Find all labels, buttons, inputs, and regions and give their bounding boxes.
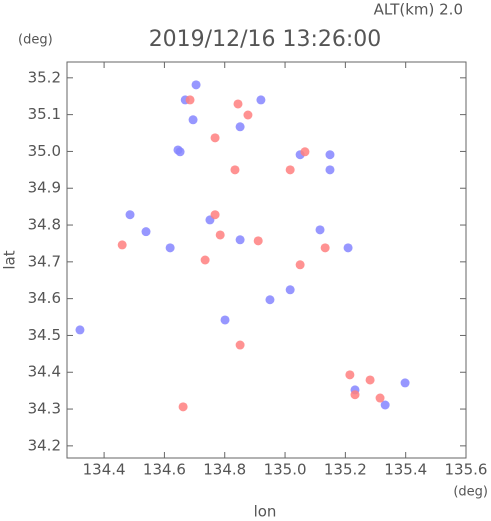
y-tick-label: 34.8 <box>28 216 61 234</box>
echo-point <box>343 243 353 253</box>
echo-point <box>125 210 135 220</box>
y-tick-label: 35.0 <box>28 142 61 160</box>
x-tick-label: 135.0 <box>264 461 307 479</box>
echo-point <box>185 95 195 105</box>
echo-point <box>345 370 355 380</box>
x-tick-label: 134.4 <box>83 461 126 479</box>
echo-point <box>165 243 175 253</box>
echo-point <box>210 210 220 220</box>
echo-point <box>191 80 201 90</box>
echo-point <box>265 295 275 305</box>
echo-point <box>400 378 410 388</box>
x-tick-label: 135.4 <box>384 461 427 479</box>
x-tick-label: 134.6 <box>143 461 186 479</box>
echo-point <box>295 260 305 270</box>
y-tick-label: 34.6 <box>28 289 61 307</box>
echo-point <box>210 133 220 143</box>
y-tick-label: 34.7 <box>28 252 61 270</box>
echo-point <box>178 402 188 412</box>
echo-point <box>380 400 390 410</box>
echo-point <box>285 285 295 295</box>
echo-point <box>175 147 185 157</box>
echo-point <box>285 165 295 175</box>
chart-title: 2019/12/16 13:26:00 <box>149 27 382 52</box>
x-tick-label: 134.8 <box>203 461 246 479</box>
y-tick-label: 34.3 <box>28 400 61 418</box>
echo-point <box>253 236 263 246</box>
echo-point <box>215 230 225 240</box>
echo-point <box>233 99 243 109</box>
echo-point <box>235 340 245 350</box>
x-unit: (deg) <box>453 485 488 500</box>
echo-point <box>235 122 245 132</box>
echo-point <box>256 95 266 105</box>
y-axis-label: lat <box>1 250 19 269</box>
y-unit: (deg) <box>18 33 53 48</box>
echo-point <box>325 165 335 175</box>
y-tick-label: 34.4 <box>28 363 61 381</box>
y-tick-label: 35.2 <box>28 68 61 86</box>
subtitle: ALT(km) 2.0 <box>374 1 463 19</box>
echo-point <box>243 110 253 120</box>
echo-point <box>235 235 245 245</box>
y-tick-label: 35.1 <box>28 105 61 123</box>
echo-point <box>220 315 230 325</box>
x-axis-label: lon <box>254 503 277 521</box>
echo-point <box>117 240 127 250</box>
echo-point <box>300 147 310 157</box>
plot-frame <box>66 61 467 459</box>
echo-point <box>230 165 240 175</box>
echo-point <box>75 325 85 335</box>
y-tick-label: 34.2 <box>28 436 61 454</box>
echo-point <box>365 375 375 385</box>
echo-point <box>141 227 151 237</box>
echo-point <box>350 390 360 400</box>
y-tick-label: 34.5 <box>28 326 61 344</box>
x-tick-label: 135.6 <box>445 461 488 479</box>
echo-point <box>320 243 330 253</box>
echo-point <box>200 255 210 265</box>
echo-point <box>188 115 198 125</box>
y-tick-label: 34.9 <box>28 179 61 197</box>
echo-point <box>315 225 325 235</box>
echo-point <box>325 150 335 160</box>
echo-point <box>375 393 385 403</box>
x-tick-label: 135.2 <box>324 461 367 479</box>
